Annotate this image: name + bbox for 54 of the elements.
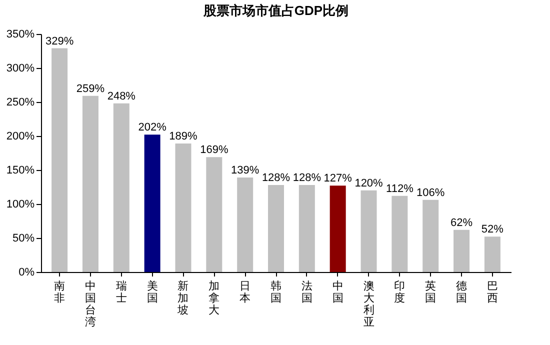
data-label: 248% [107,90,136,102]
x-tick-label: 韩国 [270,280,282,304]
data-label: 259% [76,82,105,95]
x-tick-label: 美国 [146,280,158,304]
bar [454,230,470,272]
bar [82,96,98,272]
y-tick-label: 50% [12,232,35,244]
bar [113,103,130,272]
x-tick-label: 新加坡 [176,280,189,316]
data-label: 128% [292,172,322,184]
data-label: 128% [262,172,290,184]
x-tick-label: 中国 [332,280,344,304]
bar [392,196,408,272]
x-tick-label: 印度 [394,280,406,304]
data-label: 52% [481,224,504,236]
data-label: 169% [200,144,228,156]
data-label: 139% [231,164,260,176]
x-tick-label: 德国 [456,280,468,304]
y-tick-label: 200% [6,130,35,142]
y-tick-label: 250% [6,96,35,108]
bar [206,157,222,272]
data-label: 202% [138,122,167,134]
y-tick-label: 300% [6,62,35,74]
bar [298,184,315,272]
x-tick-label: 加拿大 [208,280,220,316]
y-tick-label: 0% [18,266,35,278]
x-tick-label: 英国 [425,280,436,304]
bar [175,143,192,272]
bar [268,184,284,272]
chart-title: 股票市场市值占GDP比例 [202,3,349,18]
data-label: 120% [354,177,384,190]
data-label: 112% [386,182,414,195]
bar [422,200,439,272]
data-label: 127% [324,172,352,185]
x-tick-label: 法国 [301,280,312,304]
y-tick-label: 350% [6,28,35,40]
data-label: 329% [45,35,74,48]
x-tick-label: 中国台湾 [84,280,96,328]
x-tick-label: 澳大利亚 [363,280,374,328]
bar [330,186,346,272]
y-tick-label: 100% [6,198,35,210]
data-label: 106% [416,186,445,199]
x-tick-label: 南非 [54,280,66,304]
bar [484,236,500,272]
data-label: 62% [450,216,473,229]
y-tick-label: 150% [6,164,35,176]
x-tick-label: 日本 [240,280,251,304]
x-tick-label: 巴西 [486,280,498,304]
bar [360,190,377,272]
bar [144,134,160,272]
x-tick-label: 瑞士 [116,280,127,304]
data-label: 189% [169,130,198,142]
bar [52,48,68,272]
bar [237,177,254,272]
